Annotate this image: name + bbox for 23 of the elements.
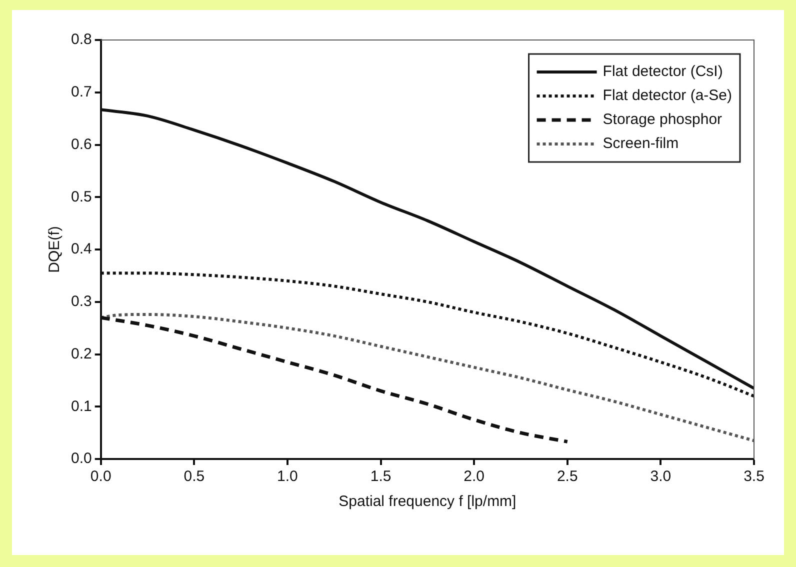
y-tick-label: 0.7 xyxy=(70,84,92,101)
y-tick-label: 0.0 xyxy=(70,450,92,468)
legend-label: Flat detector (a-Se) xyxy=(602,87,732,104)
x-tick-label: 2.0 xyxy=(464,468,485,486)
y-tick-label: 0.6 xyxy=(70,136,92,153)
y-axis-title: DQE(f) xyxy=(46,226,64,273)
x-tick-label: 3.5 xyxy=(744,468,764,486)
y-tick-label: 0.5 xyxy=(70,188,92,206)
x-tick-label: 1.0 xyxy=(277,468,298,486)
x-tick-label: 0.0 xyxy=(90,468,112,486)
legend-label: Screen-film xyxy=(602,135,679,152)
x-axis-title: Spatial frequency f [lp/mm] xyxy=(338,493,516,510)
x-tick-label: 0.5 xyxy=(184,468,205,486)
y-tick-label: 0.3 xyxy=(70,293,92,310)
y-tick-label: 0.8 xyxy=(70,31,92,48)
legend-label: Flat detector (CsI) xyxy=(602,63,723,80)
y-tick-label: 0.2 xyxy=(70,345,92,362)
x-tick-label: 2.5 xyxy=(556,468,578,486)
x-tick-label: 3.0 xyxy=(650,468,672,486)
y-tick-label: 0.1 xyxy=(70,398,92,415)
x-tick-label: 1.5 xyxy=(370,468,392,486)
y-tick-label: 0.4 xyxy=(70,240,92,258)
legend-label: Storage phosphor xyxy=(602,111,722,128)
